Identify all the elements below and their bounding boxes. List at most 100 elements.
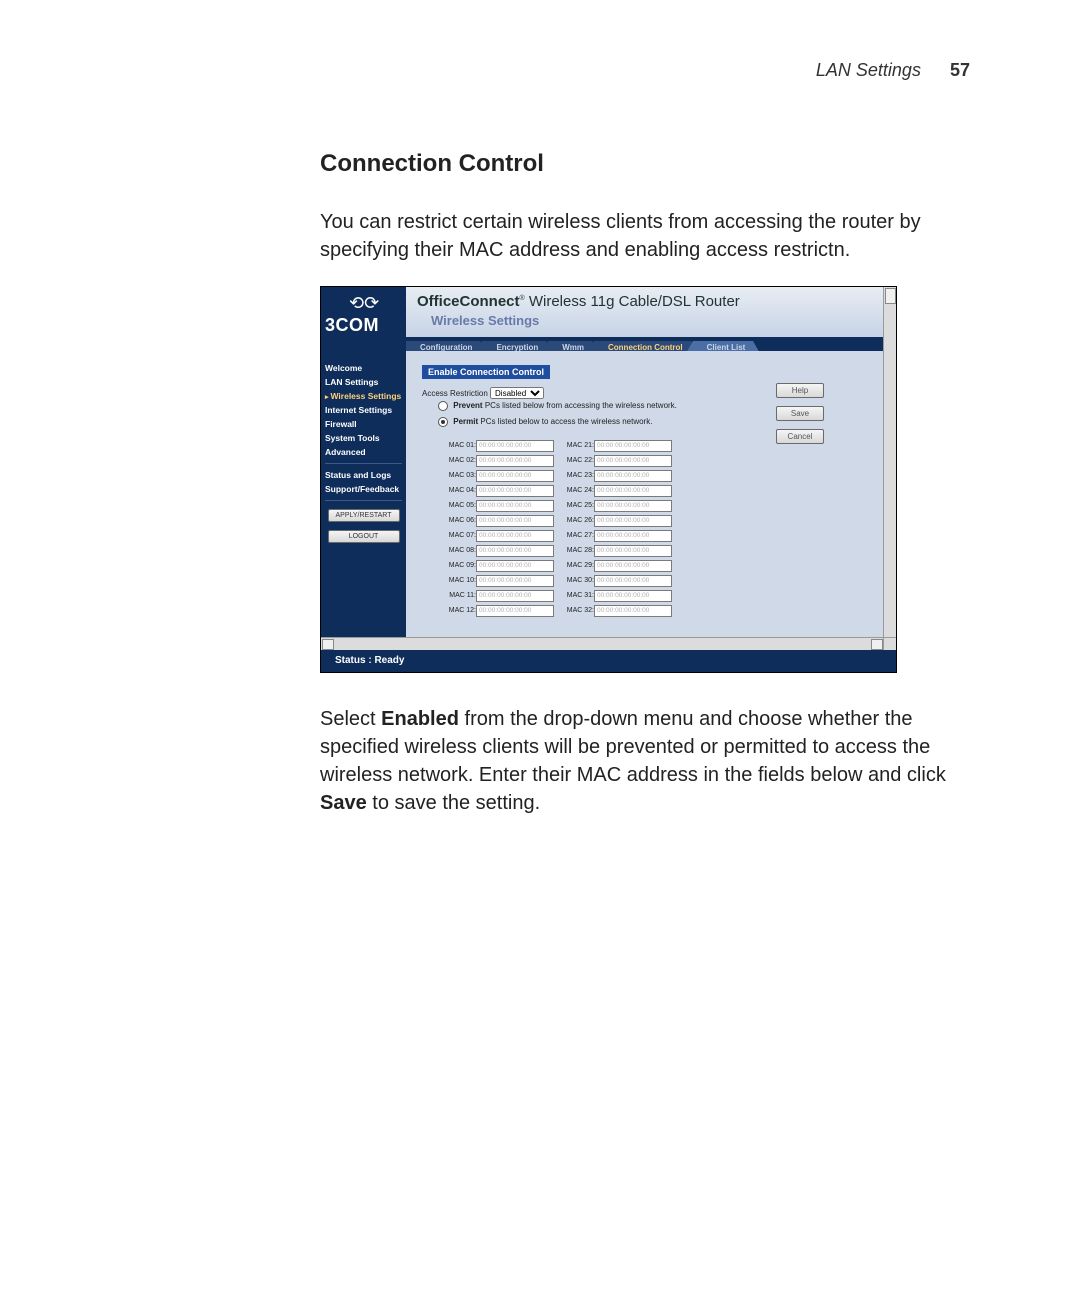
brand-logo-icon: ⟲⟳	[349, 293, 379, 314]
mac-input[interactable]: 00:00:00:00:00:00	[476, 575, 554, 587]
router-ui-screenshot: OfficeConnect® Wireless 11g Cable/DSL Ro…	[320, 286, 897, 673]
scrollbar-corner	[883, 637, 896, 650]
mac-input[interactable]: 00:00:00:00:00:00	[476, 560, 554, 572]
sidebar-item-wireless-settings[interactable]: Wireless Settings	[325, 391, 402, 401]
mac-address-grid: MAC 01:00:00:00:00:00:00MAC 21:00:00:00:…	[442, 437, 874, 617]
section-subheading: Wireless Settings	[431, 313, 539, 328]
mac-input[interactable]: 00:00:00:00:00:00	[476, 545, 554, 557]
mac-label: MAC 08:	[442, 547, 476, 554]
mac-input[interactable]: 00:00:00:00:00:00	[476, 485, 554, 497]
outro-bold-enabled: Enabled	[381, 708, 459, 730]
mac-label: MAC 07:	[442, 532, 476, 539]
mac-input[interactable]: 00:00:00:00:00:00	[594, 605, 672, 617]
scrollbar-h-left-arrow-icon[interactable]	[322, 639, 334, 650]
mac-label: MAC 23:	[560, 472, 594, 479]
content-panel: Enable Connection Control Access Restric…	[406, 351, 884, 638]
access-restriction-label: Access Restriction	[422, 389, 488, 398]
apply-restart-button[interactable]: APPLY/RESTART	[328, 509, 400, 522]
tab-client-list[interactable]: Client List	[693, 341, 754, 351]
tab-configuration[interactable]: Configuration	[406, 341, 480, 351]
status-bar: Status : Ready	[321, 650, 897, 672]
mac-input[interactable]: 00:00:00:00:00:00	[476, 590, 554, 602]
mac-label: MAC 28:	[560, 547, 594, 554]
sidebar-item-support-feedback[interactable]: Support/Feedback	[325, 484, 402, 494]
mac-input[interactable]: 00:00:00:00:00:00	[476, 500, 554, 512]
mac-label: MAC 10:	[442, 577, 476, 584]
mac-input[interactable]: 00:00:00:00:00:00	[476, 605, 554, 617]
radio-permit-icon[interactable]	[438, 417, 448, 427]
brand-box: ⟲⟳ 3COM	[321, 287, 406, 349]
outro-bold-save: Save	[320, 792, 367, 814]
sidebar-item-lan-settings[interactable]: LAN Settings	[325, 377, 402, 387]
radio-prevent-icon[interactable]	[438, 401, 448, 411]
mac-label: MAC 31:	[560, 592, 594, 599]
outro-suffix: to save the setting.	[367, 792, 540, 814]
radio-prevent-label: PCs listed below from accessing the wire…	[485, 401, 677, 410]
mac-input[interactable]: 00:00:00:00:00:00	[594, 455, 672, 467]
section-title: Connection Control	[320, 150, 980, 178]
running-head: LAN Settings 57	[816, 60, 970, 81]
scrollbar-h-right-arrow-icon[interactable]	[871, 639, 883, 650]
mac-input[interactable]: 00:00:00:00:00:00	[476, 440, 554, 452]
mac-input[interactable]: 00:00:00:00:00:00	[594, 575, 672, 587]
mac-input[interactable]: 00:00:00:00:00:00	[476, 455, 554, 467]
mac-input[interactable]: 00:00:00:00:00:00	[594, 485, 672, 497]
scrollbar-v-arrow-icon[interactable]	[885, 288, 896, 304]
mac-input[interactable]: 00:00:00:00:00:00	[594, 440, 672, 452]
mac-row: MAC 05:00:00:00:00:00:00MAC 25:00:00:00:…	[442, 497, 874, 512]
sidebar-item-internet-settings[interactable]: Internet Settings	[325, 405, 402, 415]
mac-row: MAC 04:00:00:00:00:00:00MAC 24:00:00:00:…	[442, 482, 874, 497]
radio-permit-bold: Permit	[453, 417, 478, 426]
sidebar-item-system-tools[interactable]: System Tools	[325, 433, 402, 443]
panel-title: Enable Connection Control	[422, 365, 550, 379]
mac-input[interactable]: 00:00:00:00:00:00	[594, 515, 672, 527]
scrollbar-vertical[interactable]	[883, 287, 896, 650]
mac-label: MAC 21:	[560, 442, 594, 449]
intro-paragraph: You can restrict certain wireless client…	[320, 208, 980, 264]
mac-input[interactable]: 00:00:00:00:00:00	[594, 560, 672, 572]
mac-input[interactable]: 00:00:00:00:00:00	[476, 530, 554, 542]
mac-row: MAC 08:00:00:00:00:00:00MAC 28:00:00:00:…	[442, 542, 874, 557]
mac-row: MAC 12:00:00:00:00:00:00MAC 32:00:00:00:…	[442, 602, 874, 617]
mac-label: MAC 27:	[560, 532, 594, 539]
tab-connection-control[interactable]: Connection Control	[594, 341, 691, 351]
outro-prefix: Select	[320, 708, 381, 730]
mac-input[interactable]: 00:00:00:00:00:00	[594, 470, 672, 482]
mac-label: MAC 09:	[442, 562, 476, 569]
brand-name: 3COM	[325, 315, 379, 336]
product-title-rest: Wireless 11g Cable/DSL Router	[529, 293, 740, 310]
mac-label: MAC 24:	[560, 487, 594, 494]
mac-input[interactable]: 00:00:00:00:00:00	[594, 590, 672, 602]
tab-encryption[interactable]: Encryption	[482, 341, 546, 351]
help-button[interactable]: Help	[776, 383, 824, 398]
sidebar-nav: Welcome LAN Settings Wireless Settings Inte…	[321, 349, 406, 638]
sidebar-item-advanced[interactable]: Advanced	[325, 447, 402, 457]
mac-input[interactable]: 00:00:00:00:00:00	[476, 470, 554, 482]
sidebar-item-firewall[interactable]: Firewall	[325, 419, 402, 429]
mac-row: MAC 02:00:00:00:00:00:00MAC 22:00:00:00:…	[442, 452, 874, 467]
mac-label: MAC 30:	[560, 577, 594, 584]
mac-input[interactable]: 00:00:00:00:00:00	[594, 545, 672, 557]
sidebar-item-status-and-logs[interactable]: Status and Logs	[325, 470, 402, 480]
mac-input[interactable]: 00:00:00:00:00:00	[594, 500, 672, 512]
running-head-text: LAN Settings	[816, 60, 921, 80]
mac-row: MAC 09:00:00:00:00:00:00MAC 29:00:00:00:…	[442, 557, 874, 572]
mac-row: MAC 07:00:00:00:00:00:00MAC 27:00:00:00:…	[442, 527, 874, 542]
logout-button[interactable]: LOGOUT	[328, 530, 400, 543]
mac-input[interactable]: 00:00:00:00:00:00	[476, 515, 554, 527]
sidebar-item-welcome[interactable]: Welcome	[325, 363, 402, 373]
mac-row: MAC 06:00:00:00:00:00:00MAC 26:00:00:00:…	[442, 512, 874, 527]
scrollbar-horizontal[interactable]	[321, 637, 884, 650]
radio-prevent-bold: Prevent	[453, 401, 482, 410]
mac-label: MAC 01:	[442, 442, 476, 449]
save-button[interactable]: Save	[776, 406, 824, 421]
product-title: OfficeConnect® Wireless 11g Cable/DSL Ro…	[417, 293, 740, 310]
status-text: Status : Ready	[335, 655, 404, 666]
radio-permit-label: PCs listed below to access the wireless …	[480, 417, 652, 426]
mac-label: MAC 29:	[560, 562, 594, 569]
cancel-button[interactable]: Cancel	[776, 429, 824, 444]
mac-label: MAC 25:	[560, 502, 594, 509]
access-restriction-select[interactable]: Disabled	[490, 387, 544, 399]
mac-input[interactable]: 00:00:00:00:00:00	[594, 530, 672, 542]
mac-label: MAC 11:	[442, 592, 476, 599]
